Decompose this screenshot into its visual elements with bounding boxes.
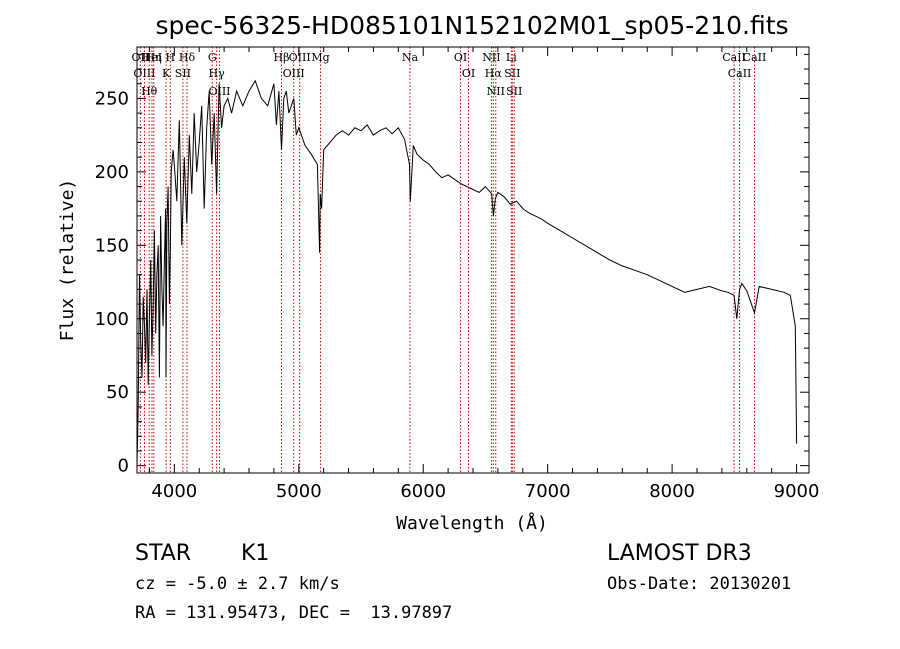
x-tick-label-8000: 8000 bbox=[649, 481, 695, 502]
chart-title: spec-56325-HD085101N152102M01_sp05-210.f… bbox=[155, 11, 788, 40]
marker-label-3: HeI bbox=[142, 51, 162, 64]
marker-label-5: K bbox=[162, 67, 171, 80]
marker-label-21: NII bbox=[487, 85, 505, 98]
marker-label-18: OI bbox=[462, 67, 475, 80]
marker-label-0: Hθ bbox=[141, 85, 158, 98]
marker-label-22: SII bbox=[504, 67, 520, 80]
y-tick-label-0: 0 bbox=[118, 456, 129, 477]
redshift-cz: cz = -5.0 ± 2.7 km/s bbox=[135, 574, 340, 594]
marker-label-12: Hβ bbox=[274, 51, 290, 64]
x-axis: 4000 5000 6000 7000 8000 9000 bbox=[148, 47, 820, 502]
marker-label-26: CaII bbox=[728, 67, 752, 80]
marker-label-19: Hα bbox=[485, 67, 503, 80]
object-class: STAR bbox=[135, 541, 192, 566]
y-axis: 0 50 100 150 200 250 bbox=[95, 53, 809, 477]
marker-label-16: Na bbox=[402, 51, 419, 64]
spectrum-line bbox=[136, 79, 798, 466]
spectrum-chart: spec-56325-HD085101N152102M01_sp05-210.f… bbox=[57, 11, 820, 534]
marker-label-10: Hγ bbox=[209, 67, 226, 80]
x-tick-label-5000: 5000 bbox=[276, 481, 322, 502]
x-axis-label: Wavelength (Å) bbox=[396, 512, 548, 534]
marker-label-4: Hη bbox=[146, 51, 162, 64]
survey-name: LAMOST DR3 bbox=[607, 541, 752, 566]
y-tick-label-200: 200 bbox=[95, 162, 129, 183]
x-tick-label-4000: 4000 bbox=[151, 481, 197, 502]
x-tick-label-6000: 6000 bbox=[400, 481, 446, 502]
observation-date: Obs-Date: 20130201 bbox=[607, 574, 792, 594]
marker-label-8: Hδ bbox=[179, 51, 196, 64]
marker-label-17: OI bbox=[454, 51, 467, 64]
marker-label-6: H bbox=[166, 51, 176, 64]
spectrum-series bbox=[136, 79, 798, 466]
y-axis-label: Flux (relative) bbox=[57, 179, 78, 342]
marker-label-23: SII bbox=[506, 85, 522, 98]
x-tick-label-7000: 7000 bbox=[525, 481, 571, 502]
ra-dec-coordinates: RA = 131.95473, DEC = 13.97897 bbox=[135, 603, 453, 623]
y-tick-label-150: 150 bbox=[95, 235, 129, 256]
x-tick-label-9000: 9000 bbox=[774, 481, 820, 502]
marker-label-7: SII bbox=[175, 67, 191, 80]
marker-label-14: OIII bbox=[289, 51, 311, 64]
plot-frame bbox=[136, 46, 810, 474]
marker-label-27: CaII bbox=[743, 51, 767, 64]
y-tick-label-50: 50 bbox=[106, 382, 129, 403]
y-tick-label-250: 250 bbox=[95, 88, 129, 109]
marker-label-15: Mg bbox=[311, 51, 329, 64]
marker-label-2: OIII bbox=[133, 67, 155, 80]
marker-label-20: NII bbox=[482, 51, 500, 64]
marker-label-11: G bbox=[208, 51, 217, 64]
marker-label-24: Li bbox=[506, 51, 517, 64]
object-subclass: K1 bbox=[241, 541, 270, 566]
y-tick-label-100: 100 bbox=[95, 309, 129, 330]
marker-label-13: OIII bbox=[283, 67, 305, 80]
